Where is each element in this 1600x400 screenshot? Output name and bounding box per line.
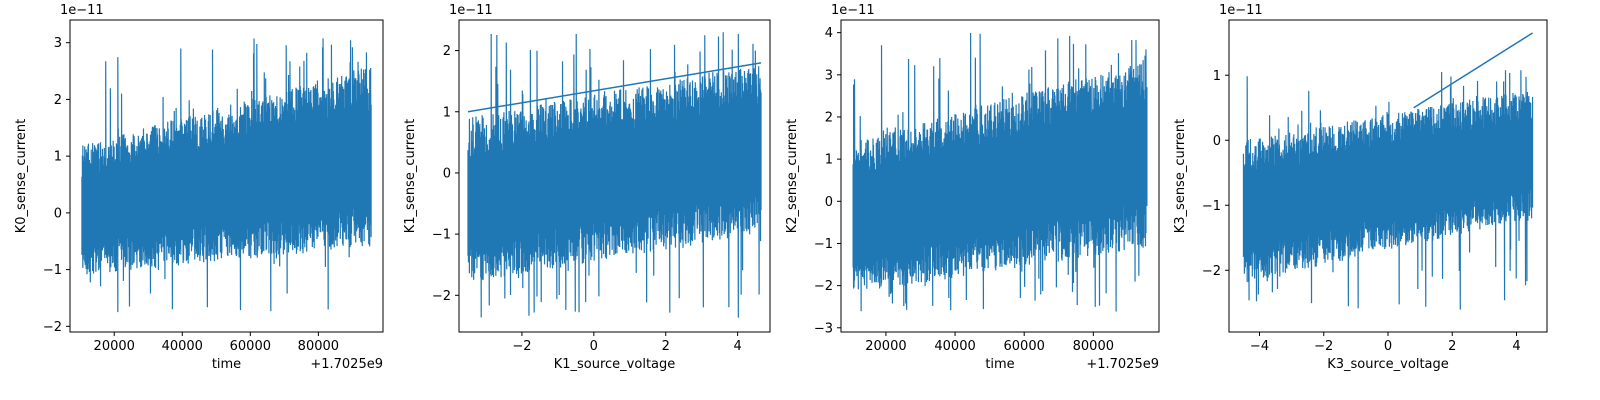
y-tick-label: −2 <box>1202 264 1221 279</box>
y-tick-label: −1 <box>814 237 833 252</box>
series-0 <box>467 32 762 318</box>
x-axis-label: time <box>212 357 241 372</box>
series-0 <box>81 38 372 313</box>
y-tick-label: 0 <box>1213 134 1221 149</box>
x-tick-label: 2 <box>1448 339 1456 354</box>
y-tick-label: −2 <box>432 289 451 304</box>
y-tick-label: 1 <box>443 105 451 120</box>
x-tick-label: −4 <box>1250 339 1269 354</box>
y-tick-label: 2 <box>443 44 451 59</box>
series-trace-line <box>1413 32 1533 109</box>
y-tick-label: 0 <box>443 166 451 181</box>
subplot-k0: 20000 40000 60000 80000 −2 −1 0 1 2 3 1e−11 +1.70… <box>14 3 384 372</box>
x-tick-label: 20000 <box>865 339 906 354</box>
x-tick-label: −2 <box>512 339 531 354</box>
x-tick-label: 0 <box>1384 339 1392 354</box>
x-tick-label: 4 <box>734 339 742 354</box>
plot-frame <box>840 19 1160 333</box>
y-tick-label: −1 <box>43 263 62 278</box>
y-tick-label: 3 <box>54 36 62 51</box>
series-0 <box>1242 32 1534 310</box>
x-tick-label: 4 <box>1512 339 1520 354</box>
series-line <box>852 32 1148 312</box>
subplot-k2: 20000 40000 60000 80000 −3 −2 −1 0 1 2 3 4 1e−11 +1… <box>785 3 1160 372</box>
y-tick-label: 3 <box>825 68 833 83</box>
series-trace-line <box>467 62 762 113</box>
y-tick-label: −3 <box>814 321 833 336</box>
y-tick-label: −1 <box>432 228 451 243</box>
y-axis-label: K2_sense_current <box>785 119 800 233</box>
x-tick-label: 20000 <box>94 339 135 354</box>
plot-frame <box>458 19 771 333</box>
x-tick-label: 0 <box>590 339 598 354</box>
x-axis-label: K3_source_voltage <box>1327 357 1449 372</box>
y-multiplier-label: 1e−11 <box>449 3 493 18</box>
x-axis-label: K1_source_voltage <box>554 357 676 372</box>
x-axis-label: time <box>985 357 1014 372</box>
x-tick-label: −2 <box>1314 339 1333 354</box>
x-offset-label: +1.7025e9 <box>310 357 383 372</box>
y-tick-label: 0 <box>825 195 833 210</box>
y-tick-label: 0 <box>54 206 62 221</box>
y-axis-label: K1_sense_current <box>403 119 418 233</box>
x-tick-label: 80000 <box>298 339 339 354</box>
y-axis-label: K0_sense_current <box>14 119 29 233</box>
y-multiplier-label: 1e−11 <box>60 3 104 18</box>
x-tick-label: 60000 <box>1004 339 1045 354</box>
y-tick-label: −1 <box>1202 199 1221 214</box>
y-tick-label: 2 <box>825 110 833 125</box>
y-multiplier-label: 1e−11 <box>1219 3 1263 18</box>
x-tick-label: 60000 <box>230 339 271 354</box>
x-offset-label: +1.7025e9 <box>1086 357 1159 372</box>
x-tick-label: 40000 <box>162 339 203 354</box>
subplot-k1: −2 0 2 4 −2 −1 0 1 2 1e−11 K1_source_voltage K1_… <box>403 3 771 372</box>
y-tick-label: 2 <box>54 93 62 108</box>
plot-frame <box>69 19 384 333</box>
x-tick-label: 40000 <box>934 339 975 354</box>
y-tick-label: 1 <box>54 150 62 165</box>
y-tick-label: −2 <box>43 320 62 335</box>
y-tick-label: −2 <box>814 279 833 294</box>
y-tick-label: 1 <box>825 153 833 168</box>
subplot-k3: −4 −2 0 2 4 −2 −1 0 1 1e−11 K3_source_voltage K3… <box>1173 3 1548 372</box>
series-0 <box>852 32 1148 312</box>
series-line <box>81 38 372 313</box>
x-tick-label: 80000 <box>1073 339 1114 354</box>
y-tick-label: 4 <box>825 26 833 41</box>
series-line <box>1242 70 1534 310</box>
x-tick-label: 2 <box>662 339 670 354</box>
y-tick-label: 1 <box>1213 69 1221 84</box>
y-axis-label: K3_sense_current <box>1173 119 1188 233</box>
y-multiplier-label: 1e−11 <box>831 3 875 18</box>
series-line <box>467 32 762 318</box>
